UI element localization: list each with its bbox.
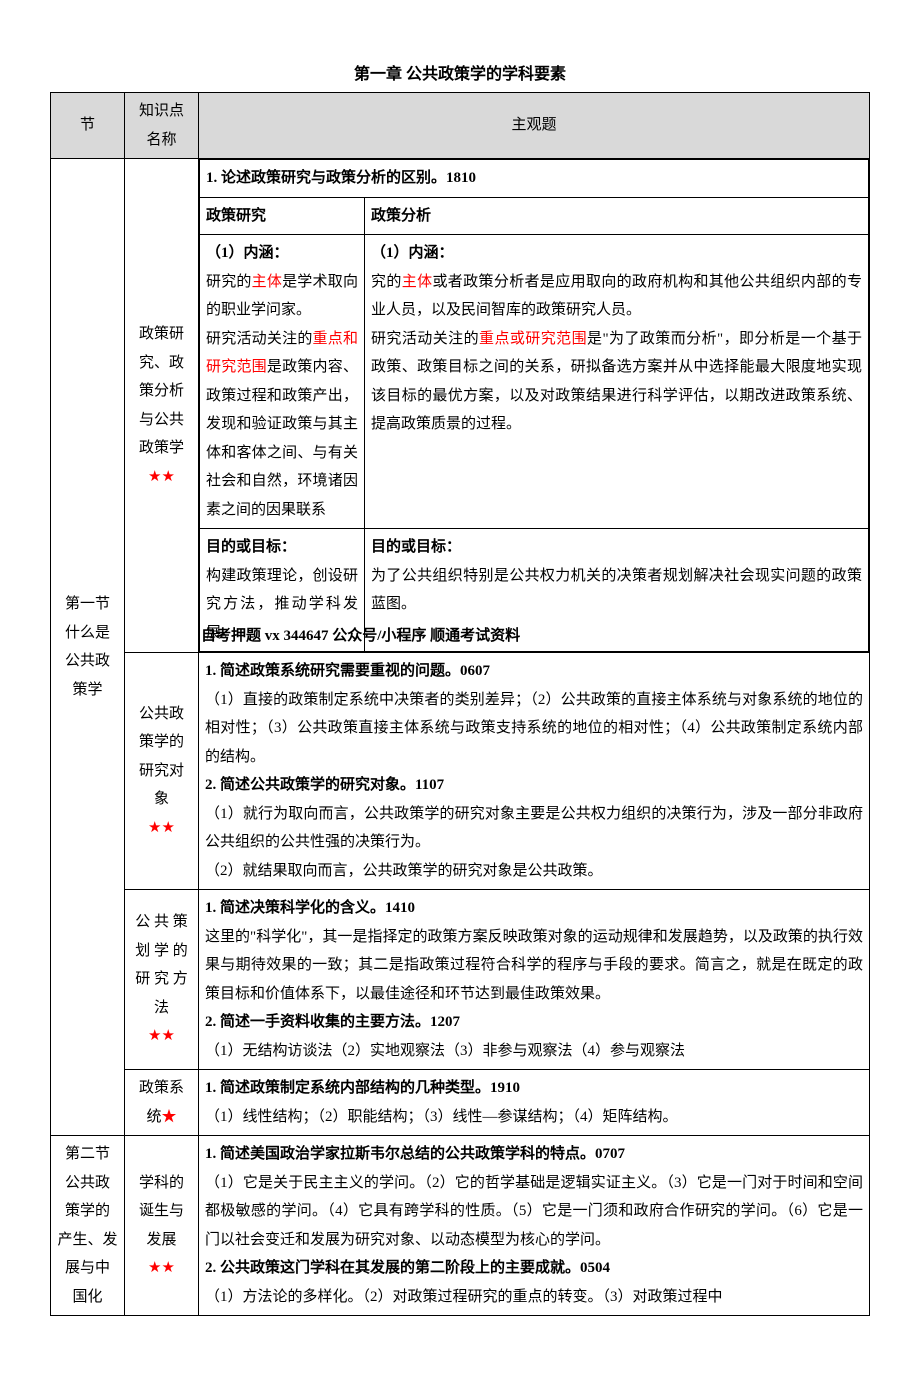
watermark: 自考押题 vx 344647 公众号/小程序 顺通考试资料 <box>201 622 520 651</box>
point-3-name: 公 共 策 划 学 的 研 究 方 法 ★★ <box>125 890 199 1070</box>
point-4-content: 1. 简述政策制定系统内部结构的几种类型。1910（1）线性结构；（2）职能结构… <box>199 1070 870 1136</box>
point-2-content: 1. 简述政策系统研究需要重视的问题。0607（1）直接的政策制定系统中决策者的… <box>199 653 870 890</box>
p1-connotation-right: （1）内涵： 究的主体或者政策分析者是应用取向的政府机构和其他公共组织内部的专业… <box>365 235 869 529</box>
p1-connotation-left: （1）内涵： 研究的主体是学术取向的职业学问家。 研究活动关注的重点和研究范围是… <box>200 235 365 529</box>
point-1-name: 政策研 究、政 策分析 与公共 政策学 ★★ <box>125 159 199 653</box>
point-3-content: 1. 简述决策科学化的含义。1410这里的"科学化"，其一是指择定的政策方案反映… <box>199 890 870 1070</box>
header-subjective: 主观题 <box>199 93 870 159</box>
header-point: 知识点 名称 <box>125 93 199 159</box>
header-section: 节 <box>51 93 125 159</box>
point-2-name: 公共政 策学的 研究对 象 ★★ <box>125 653 199 890</box>
point-1-content: 1. 论述政策研究与政策分析的区别。1810 政策研究 政策分析 （1）内涵： … <box>199 159 870 653</box>
point-4-name: 政策系 统★ <box>125 1070 199 1136</box>
section-2-content: 1. 简述美国政治学家拉斯韦尔总结的公共政策学科的特点。0707（1）它是关于民… <box>199 1136 870 1316</box>
section-2-point-name: 学科的 诞生与 发展 ★★ <box>125 1136 199 1316</box>
p1-subhead-right: 政策分析 <box>365 197 869 235</box>
section-1-label: 第一节 什么是 公共政 策学 <box>51 159 125 1136</box>
main-table: 节 知识点 名称 主观题 第一节 什么是 公共政 策学 政策研 究、政 策分析 … <box>50 92 870 1316</box>
p1-question: 1. 论述政策研究与政策分析的区别。1810 <box>200 160 869 198</box>
chapter-title: 第一章 公共政策学的学科要素 <box>50 60 870 84</box>
p1-subhead-left: 政策研究 <box>200 197 365 235</box>
section-2-label: 第二节 公共政 策学的 产生、发 展与中 国化 <box>51 1136 125 1316</box>
